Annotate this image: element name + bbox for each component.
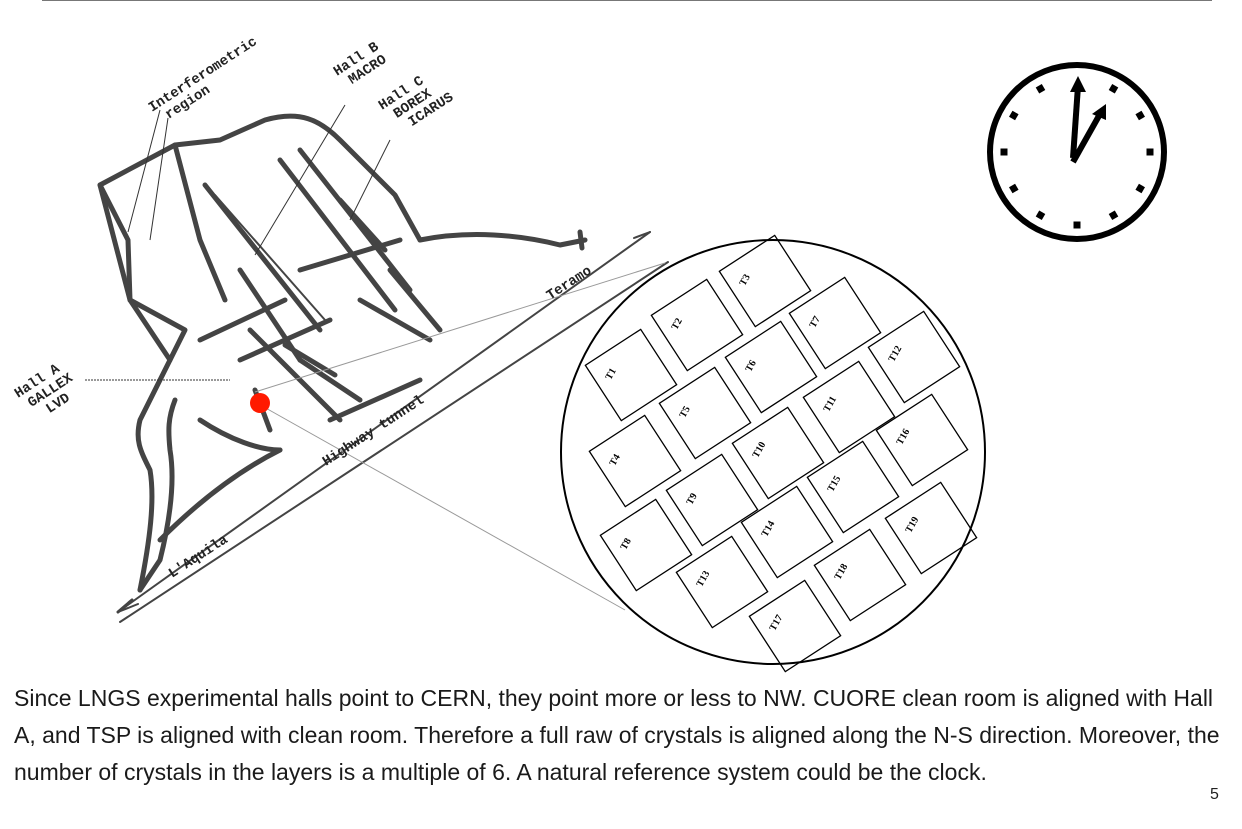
crystal-label-t18: T18 <box>833 562 851 582</box>
crystal-label-t1: T1 <box>604 366 619 382</box>
crystal-label-t8: T8 <box>619 536 634 552</box>
clock-icon <box>987 62 1167 242</box>
crystal-t6 <box>724 320 818 414</box>
crystal-label-t2: T2 <box>670 316 685 332</box>
page-number: 5 <box>1210 786 1219 803</box>
crystal-t11 <box>802 360 896 454</box>
crystal-t14 <box>740 485 834 579</box>
crystal-grid: T1 T2 T3 T4 T5 T6 T7 T8 T9 T10 T11 T12 T13 T14 T15 T16 T… <box>584 234 978 673</box>
crystal-label-t5: T5 <box>678 404 693 420</box>
crystal-t2 <box>650 278 744 372</box>
crystal-t10 <box>731 406 825 500</box>
crystal-t19 <box>884 481 978 575</box>
tunnel-map <box>97 113 669 623</box>
crystal-label-t16: T16 <box>895 427 913 447</box>
clock-tick <box>1035 83 1046 94</box>
crystal-t9 <box>665 453 759 547</box>
crystal-layer-circle <box>560 239 986 665</box>
crystal-t13 <box>675 535 769 629</box>
clock-tick <box>1000 148 1008 156</box>
clock-tick <box>1135 183 1146 194</box>
crystal-label-t19: T19 <box>904 515 922 535</box>
crystal-t1 <box>584 328 678 422</box>
crystal-t17 <box>748 579 842 673</box>
label-hall-c: Hall C BOREX ICARUS <box>376 65 457 140</box>
clock-tick <box>1146 148 1154 156</box>
label-teramo: Teramo <box>544 263 595 304</box>
label-hall-b: Hall B MACRO <box>331 35 397 93</box>
label-hall-a: Hall A GALLEX LVD <box>12 353 91 427</box>
clock-tick <box>1108 210 1119 221</box>
crystal-label-t13: T13 <box>695 569 713 589</box>
crystal-label-t12: T12 <box>887 344 905 364</box>
crystal-label-t9: T9 <box>685 491 700 507</box>
crystal-label-t4: T4 <box>608 452 623 468</box>
crystal-label-t10: T10 <box>751 440 769 460</box>
crystal-label-t14: T14 <box>760 519 778 539</box>
caption-text: Since LNGS experimental halls point to C… <box>14 685 1220 785</box>
crystal-label-t11: T11 <box>822 394 840 413</box>
crystal-label-t17: T17 <box>768 613 786 633</box>
crystal-t8 <box>599 498 693 592</box>
clock-tick <box>1135 110 1146 121</box>
crystal-t4 <box>588 414 682 508</box>
crystal-t3 <box>718 234 812 328</box>
clock-tick <box>1008 110 1019 121</box>
clock-tick <box>1035 210 1046 221</box>
crystal-t18 <box>813 528 907 622</box>
crystal-t16 <box>875 393 969 487</box>
crystal-t15 <box>806 440 900 534</box>
crystal-t7 <box>788 276 882 370</box>
lngs-diagram: Interferometric region Hall B MACRO Hall… <box>12 30 1167 673</box>
clock-tick <box>1008 183 1019 194</box>
top-rule <box>42 0 1212 1</box>
clock-tick <box>1108 83 1119 94</box>
leader-lines <box>85 104 666 611</box>
label-interferometric: Interferometric region <box>146 30 276 129</box>
crystal-label-t3: T3 <box>738 272 753 288</box>
crystal-t12 <box>867 310 961 404</box>
crystal-label-t6: T6 <box>744 358 759 374</box>
crystal-label-t7: T7 <box>808 314 823 330</box>
clock-tick <box>1073 221 1081 229</box>
clean-room-marker <box>250 393 270 413</box>
crystal-t5 <box>658 366 752 460</box>
crystal-label-t15: T15 <box>826 474 844 494</box>
label-laquila: L'Aquila <box>166 532 232 582</box>
